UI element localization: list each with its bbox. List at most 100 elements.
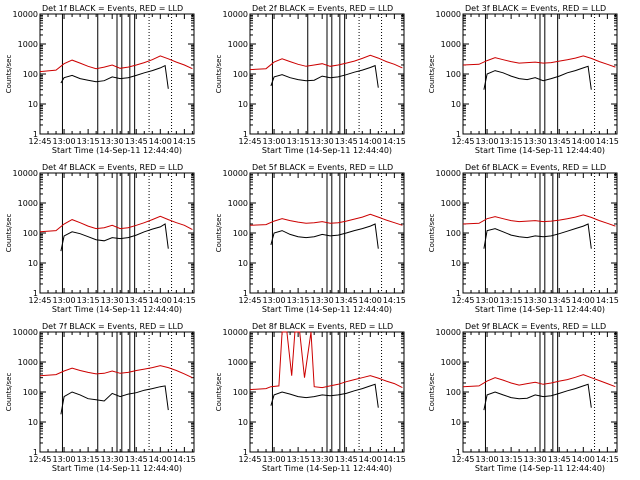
y-tick-label: 1000 — [228, 358, 248, 367]
panel-1: Det 1f BLACK = Events, RED = LLD 1 10 100 10… — [5, 4, 196, 155]
lld-series-line — [39, 55, 193, 73]
x-tick-label: 14:15 — [173, 137, 196, 146]
y-tick-label: 1 — [456, 289, 461, 298]
x-tick-label: 13:45 — [125, 137, 148, 146]
y-tick-label: 10 — [238, 418, 248, 427]
x-tick-label: 13:45 — [335, 455, 358, 464]
x-axis-label: Start Time (14-Sep-11 12:44:40) — [52, 305, 182, 314]
x-tick-label: 14:00 — [572, 296, 595, 305]
y-tick-label: 1 — [243, 289, 248, 298]
y-tick-label: 1 — [243, 448, 248, 457]
panel-title: Det 5f BLACK = Events, RED = LLD — [252, 163, 393, 172]
y-tick-label: 10000 — [223, 328, 248, 337]
y-axis-label: Counts/sec — [215, 373, 223, 412]
x-tick-label: 14:15 — [596, 296, 619, 305]
x-tick-label: 14:15 — [383, 296, 406, 305]
y-axis-label: Counts/sec — [5, 55, 13, 94]
events-series-line — [60, 385, 169, 415]
x-tick-label: 13:30 — [311, 137, 334, 146]
y-tick-label: 10000 — [223, 10, 248, 19]
x-tick-label: 14:00 — [149, 296, 172, 305]
y-tick-label: 10000 — [436, 328, 461, 337]
y-tick-label: 10000 — [13, 169, 38, 178]
y-tick-label: 10000 — [13, 328, 38, 337]
x-tick-label: 13:30 — [101, 455, 124, 464]
lld-series-line — [39, 365, 193, 379]
x-tick-label: 14:15 — [596, 455, 619, 464]
x-tick-label: 14:00 — [359, 137, 382, 146]
x-tick-label: 12:45 — [238, 137, 261, 146]
y-tick-label: 10 — [451, 100, 461, 109]
lld-series-line — [249, 213, 403, 226]
x-tick-label: 13:15 — [287, 137, 310, 146]
x-tick-label: 13:45 — [335, 296, 358, 305]
panel-5: Det 5f BLACK = Events, RED = LLD 1 10 100 10… — [215, 163, 406, 314]
x-axis-label: Start Time (14-Sep-11 12:44:40) — [262, 146, 392, 155]
x-tick-label: 13:15 — [77, 296, 100, 305]
x-tick-label: 13:15 — [77, 455, 100, 464]
x-axis-label: Start Time (14-Sep-11 12:44:40) — [52, 146, 182, 155]
panel-title: Det 1f BLACK = Events, RED = LLD — [42, 4, 183, 13]
y-tick-label: 10 — [451, 418, 461, 427]
y-tick-label: 10 — [28, 259, 38, 268]
panel-title: Det 8f BLACK = Events, RED = LLD — [252, 322, 393, 331]
x-tick-label: 13:00 — [476, 455, 499, 464]
y-tick-label: 1000 — [18, 199, 38, 208]
y-tick-label: 100 — [446, 70, 461, 79]
panel-title: Det 4f BLACK = Events, RED = LLD — [42, 163, 183, 172]
x-axis-label: Start Time (14-Sep-11 12:44:40) — [475, 146, 605, 155]
x-tick-label: 13:00 — [476, 137, 499, 146]
x-tick-label: 13:30 — [311, 455, 334, 464]
x-axis-label: Start Time (14-Sep-11 12:44:40) — [262, 464, 392, 473]
y-tick-label: 1000 — [18, 40, 38, 49]
y-tick-label: 1000 — [228, 40, 248, 49]
x-tick-label: 13:15 — [77, 137, 100, 146]
events-series-line — [483, 223, 592, 249]
y-tick-label: 1 — [33, 289, 38, 298]
panel-7: Det 7f BLACK = Events, RED = LLD 1 10 100 10… — [5, 322, 196, 473]
x-tick-label: 13:15 — [287, 455, 310, 464]
y-tick-label: 10000 — [223, 169, 248, 178]
lld-series-line — [462, 55, 616, 68]
y-tick-label: 100 — [23, 229, 38, 238]
x-tick-label: 13:15 — [500, 296, 523, 305]
x-tick-label: 13:15 — [500, 455, 523, 464]
panel-4: Det 4f BLACK = Events, RED = LLD 1 10 100 10… — [5, 163, 196, 314]
events-series-line — [483, 65, 592, 90]
y-axis-label: Counts/sec — [428, 373, 436, 412]
x-tick-label: 12:45 — [28, 296, 51, 305]
y-tick-label: 100 — [23, 70, 38, 79]
x-tick-label: 12:45 — [451, 455, 474, 464]
x-tick-label: 13:15 — [500, 137, 523, 146]
lld-series-line — [462, 374, 616, 388]
y-axis-label: Counts/sec — [5, 373, 13, 412]
x-tick-label: 13:00 — [476, 296, 499, 305]
panel-8: Det 8f BLACK = Events, RED = LLD 1 10 100 10… — [215, 322, 406, 473]
x-tick-label: 12:45 — [238, 296, 261, 305]
y-axis-label: Counts/sec — [215, 55, 223, 94]
x-tick-label: 13:30 — [101, 137, 124, 146]
events-series-line — [60, 64, 169, 89]
x-axis-label: Start Time (14-Sep-11 12:44:40) — [475, 305, 605, 314]
y-tick-label: 10 — [238, 259, 248, 268]
x-tick-label: 12:45 — [238, 455, 261, 464]
panel-title: Det 7f BLACK = Events, RED = LLD — [42, 322, 183, 331]
panel-3: Det 3f BLACK = Events, RED = LLD 1 10 100 10… — [428, 4, 619, 155]
x-tick-label: 12:45 — [451, 296, 474, 305]
y-tick-label: 10 — [28, 100, 38, 109]
x-tick-label: 13:45 — [125, 296, 148, 305]
y-tick-label: 10 — [238, 100, 248, 109]
x-tick-label: 13:45 — [548, 455, 571, 464]
events-series-line — [270, 64, 379, 88]
y-tick-label: 1000 — [18, 358, 38, 367]
y-tick-label: 100 — [233, 229, 248, 238]
x-tick-label: 14:00 — [359, 455, 382, 464]
x-tick-label: 13:30 — [101, 296, 124, 305]
panel-title: Det 2f BLACK = Events, RED = LLD — [252, 4, 393, 13]
events-series-line — [270, 223, 379, 249]
x-tick-label: 13:15 — [287, 296, 310, 305]
x-tick-label: 13:30 — [311, 296, 334, 305]
y-tick-label: 10000 — [13, 10, 38, 19]
x-tick-label: 13:45 — [548, 137, 571, 146]
panel-2: Det 2f BLACK = Events, RED = LLD 1 10 100 10… — [215, 4, 406, 155]
